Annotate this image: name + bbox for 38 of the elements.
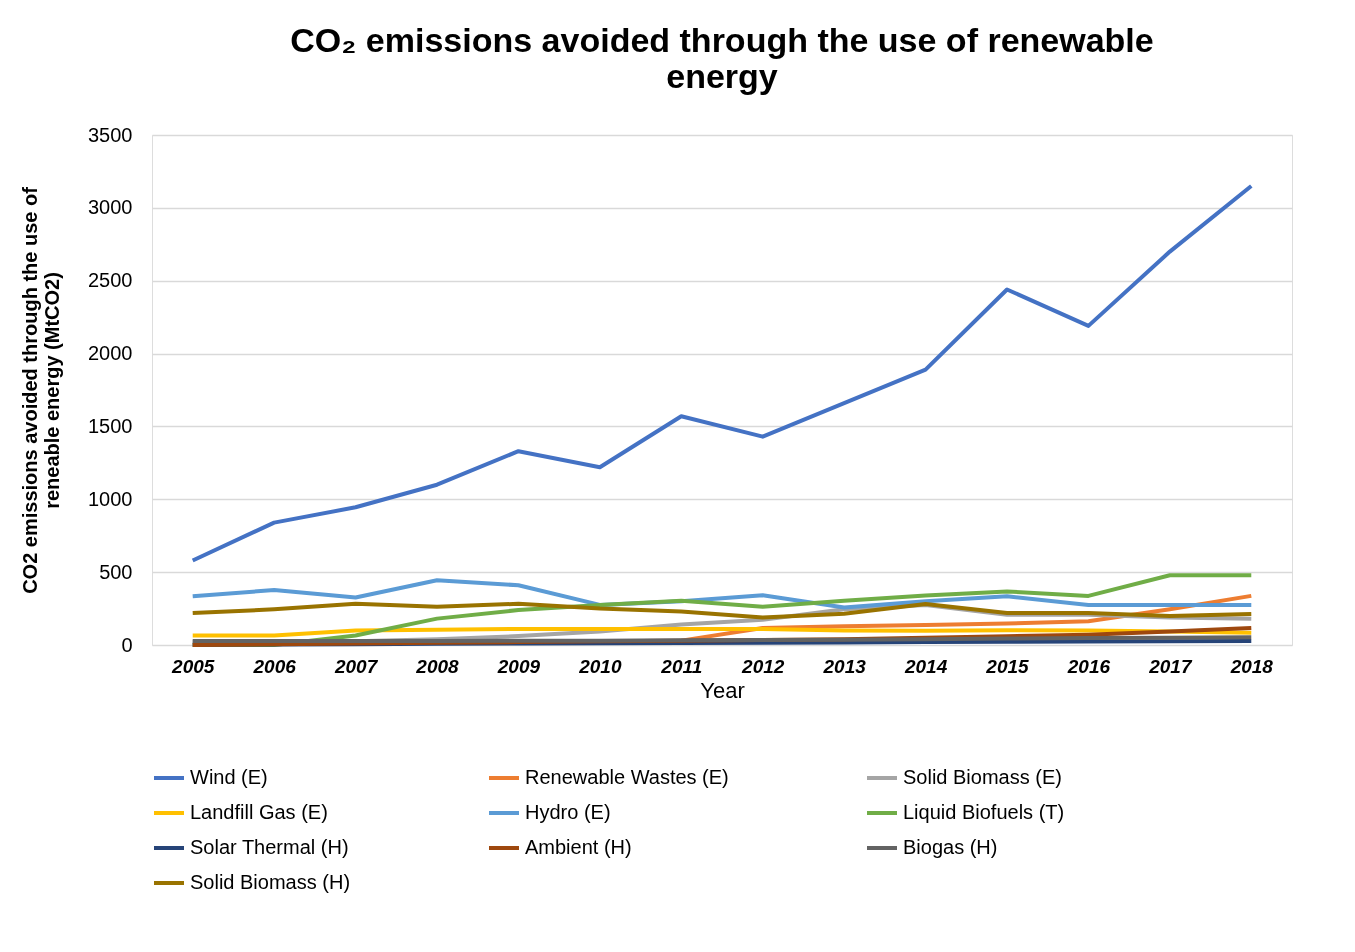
legend-label: Biogas (H): [903, 836, 998, 858]
x-tick-label: 2006: [252, 655, 297, 677]
y-tick-label: 2500: [88, 269, 133, 292]
legend-label: Renewable Wastes (E): [525, 766, 729, 788]
x-tick-label: 2013: [822, 655, 867, 677]
x-tick-label: 2016: [1066, 655, 1111, 677]
x-tick-label: 2008: [415, 655, 460, 677]
x-tick-label: 2009: [496, 655, 541, 677]
legend-label: Solid Biomass (H): [190, 871, 351, 893]
legend-label: Hydro (E): [525, 801, 611, 823]
legend-label: Ambient (H): [525, 836, 632, 858]
chart-title: CO₂ emissions avoided through the use of renewable energy: [290, 21, 1154, 95]
legend-label: Liquid Biofuels (T): [903, 801, 1065, 823]
x-tick-label: 2017: [1148, 655, 1193, 677]
x-tick-label: 2010: [578, 655, 622, 677]
line-series: [190, 184, 1254, 563]
x-tick-label: 2015: [985, 655, 1030, 677]
y-tick-label: 2000: [88, 342, 133, 365]
y-tick-label: 1000: [88, 487, 133, 510]
y-tick-label: 0: [121, 633, 133, 656]
legend-label: Solid Biomass (E): [903, 766, 1062, 788]
y-axis-title: CO2 emissions avoided through the use of reneable energy (MtCO2): [19, 186, 64, 594]
y-tick-label: 1500: [88, 414, 133, 437]
legend-label: Wind (E): [190, 766, 268, 788]
line-series: [190, 626, 1254, 638]
y-tick-label: 3000: [88, 196, 133, 219]
x-tick-label: 2014: [903, 655, 948, 677]
y-tick-label: 3500: [88, 123, 133, 146]
x-tick-label: 2007: [333, 655, 379, 677]
x-tick-label: 2018: [1229, 655, 1274, 677]
y-tick-label: 500: [99, 560, 133, 583]
x-tick-label: 2005: [171, 655, 215, 677]
line-series: [190, 601, 1254, 620]
legend-label: Landfill Gas (E): [190, 801, 328, 823]
x-tick-label: 2011: [660, 655, 703, 677]
legend-label: Solar Thermal (H): [190, 836, 349, 858]
x-tick-label: 2012: [741, 655, 785, 677]
x-axis-title: Year: [700, 677, 745, 703]
